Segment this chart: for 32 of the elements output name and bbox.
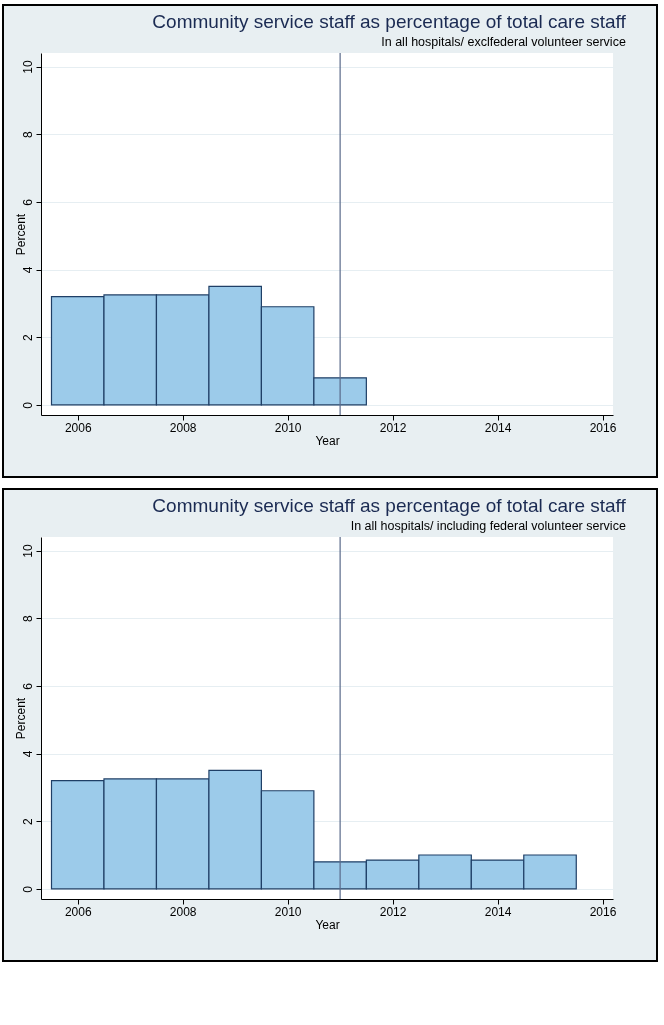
y-tick-label: 4 bbox=[20, 750, 35, 758]
x-tick-label: 2012 bbox=[379, 904, 407, 919]
y-axis-title: Percent bbox=[13, 697, 28, 740]
y-axis-title: Percent bbox=[13, 213, 28, 256]
x-tick-label: 2008 bbox=[169, 904, 197, 919]
y-tick-label: 10 bbox=[20, 60, 35, 74]
x-tick-label: 2014 bbox=[484, 904, 512, 919]
chart-title: Community service staff as percentage of total care staff bbox=[152, 494, 627, 516]
x-tick-label: 2006 bbox=[64, 420, 92, 435]
y-tick-label: 2 bbox=[20, 818, 35, 826]
y-tick-label: 2 bbox=[20, 334, 35, 342]
x-tick-label: 2006 bbox=[64, 904, 92, 919]
x-axis-title: Year bbox=[315, 917, 340, 932]
x-tick-label: 2014 bbox=[484, 420, 512, 435]
chart-subtitle: In all hospitals/ exclfederal volunteer service bbox=[381, 34, 626, 49]
x-tick-label: 2016 bbox=[589, 420, 617, 435]
x-tick-label: 2010 bbox=[274, 904, 302, 919]
x-tick-label: 2008 bbox=[169, 420, 197, 435]
y-tick-label: 6 bbox=[20, 198, 35, 206]
y-tick-label: 0 bbox=[20, 401, 35, 409]
chart-title: Community service staff as percentage of total care staff bbox=[152, 10, 627, 32]
y-tick-label: 6 bbox=[20, 682, 35, 690]
x-tick-label: 2016 bbox=[589, 904, 617, 919]
x-tick-label: 2012 bbox=[379, 420, 407, 435]
chart-subtitle: In all hospitals/ including federal volunteer service bbox=[350, 518, 626, 533]
x-axis-title: Year bbox=[315, 433, 340, 448]
y-tick-label: 8 bbox=[20, 615, 35, 623]
y-tick-label: 4 bbox=[20, 266, 35, 274]
x-tick-label: 2010 bbox=[274, 420, 302, 435]
y-tick-label: 10 bbox=[20, 544, 35, 558]
y-tick-label: 0 bbox=[20, 885, 35, 893]
y-tick-label: 8 bbox=[20, 131, 35, 139]
